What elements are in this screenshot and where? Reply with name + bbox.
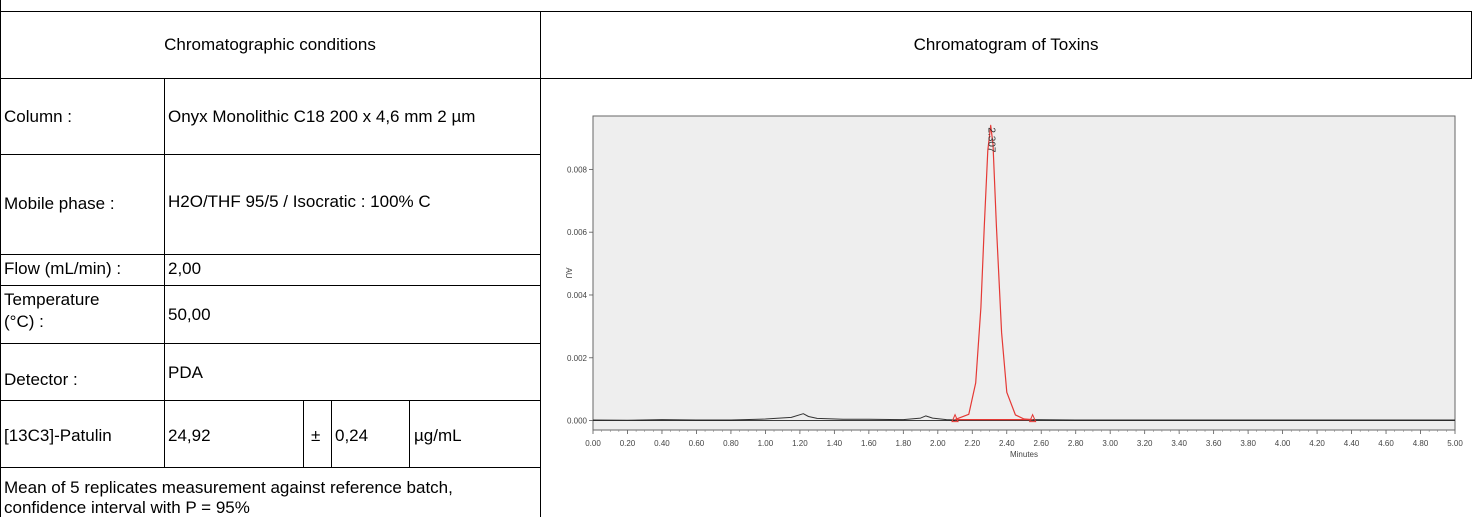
- conditions-header: Chromatographic conditions: [0, 35, 540, 55]
- x-tick-label: 1.80: [896, 439, 912, 448]
- x-tick-label: 0.40: [654, 439, 670, 448]
- y-tick-label: 0.002: [567, 354, 588, 363]
- x-tick-label: 3.80: [1240, 439, 1256, 448]
- chromatogram-chart: 0.00 0.20 0.40 0.60 0.80 1.00 1.20 1.40 1.60 1.80…: [556, 96, 1466, 474]
- note-line-2: confidence interval with P = 95%: [4, 498, 250, 518]
- x-tick-label: 3.20: [1137, 439, 1153, 448]
- plus-minus-sign: ±: [311, 426, 320, 446]
- column-label: Column :: [4, 107, 72, 127]
- x-tick-label: 1.40: [827, 439, 843, 448]
- uncertainty-value: 0,24: [335, 426, 368, 446]
- x-tick-label: 0.00: [585, 439, 601, 448]
- temperature-label-line2: (°C) :: [4, 312, 44, 332]
- mobile-phase-label: Mobile phase :: [4, 194, 115, 214]
- x-tick-label: 0.80: [723, 439, 739, 448]
- value-divider-3: [409, 400, 410, 467]
- detector-value: PDA: [168, 363, 203, 383]
- x-tick-label: 2.00: [930, 439, 946, 448]
- chromatogram-header: Chromatogram of Toxins: [541, 35, 1471, 55]
- x-tick-label: 2.20: [964, 439, 980, 448]
- value-divider-2: [331, 400, 332, 467]
- analyte-value: 24,92: [168, 426, 211, 446]
- header-rule: [0, 78, 1472, 79]
- x-tick-label: 5.00: [1447, 439, 1463, 448]
- x-tick-label: 1.60: [861, 439, 877, 448]
- x-tick-label: 4.60: [1378, 439, 1394, 448]
- y-axis-label: AU: [564, 267, 573, 278]
- flow-value: 2,00: [168, 259, 201, 279]
- unit-value: µg/mL: [414, 426, 462, 446]
- x-tick-label: 4.40: [1344, 439, 1360, 448]
- detector-label: Detector :: [4, 370, 78, 390]
- x-tick-label: 2.40: [999, 439, 1015, 448]
- note-line-1: Mean of 5 replicates measurement against…: [4, 478, 453, 498]
- peak-label: 2.307: [986, 127, 997, 152]
- x-tick-label: 2.60: [1033, 439, 1049, 448]
- y-tick-label: 0.008: [567, 165, 588, 174]
- row-rule-2: [0, 254, 541, 255]
- mobile-phase-value: H2O/THF 95/5 / Isocratic : 100% C: [168, 192, 431, 212]
- plot-area: [593, 116, 1455, 430]
- row-rule-3: [0, 285, 541, 286]
- x-tick-label: 1.00: [758, 439, 774, 448]
- flow-label: Flow (mL/min) :: [4, 259, 121, 279]
- y-tick-label: 0.004: [567, 291, 588, 300]
- x-axis-label: Minutes: [1010, 450, 1038, 459]
- temperature-value: 50,00: [168, 305, 211, 325]
- y-tick-label: 0.006: [567, 228, 588, 237]
- x-tick-label: 3.60: [1206, 439, 1222, 448]
- column-value: Onyx Monolithic C18 200 x 4,6 mm 2 µm: [168, 107, 475, 127]
- x-tick-label: 1.20: [792, 439, 808, 448]
- row-rule-4: [0, 343, 541, 344]
- row-rule-1: [0, 154, 541, 155]
- row-rule-6: [0, 467, 541, 468]
- x-tick-label: 4.00: [1275, 439, 1291, 448]
- label-divider: [164, 78, 165, 467]
- y-tick-label: 0.000: [567, 417, 588, 426]
- x-tick-label: 4.20: [1309, 439, 1325, 448]
- x-tick-label: 2.80: [1068, 439, 1084, 448]
- x-tick-label: 3.40: [1171, 439, 1187, 448]
- x-tick-label: 0.20: [620, 439, 636, 448]
- row-rule-5: [0, 400, 541, 401]
- x-tick-label: 4.80: [1413, 439, 1429, 448]
- x-tick-label: 0.60: [689, 439, 705, 448]
- x-tick-label: 3.00: [1102, 439, 1118, 448]
- border-middle: [540, 11, 541, 517]
- top-rule: [0, 11, 1472, 12]
- value-divider-1: [303, 400, 304, 467]
- temperature-label-line1: Temperature: [4, 290, 99, 310]
- analyte-label: [13C3]-Patulin: [4, 426, 112, 446]
